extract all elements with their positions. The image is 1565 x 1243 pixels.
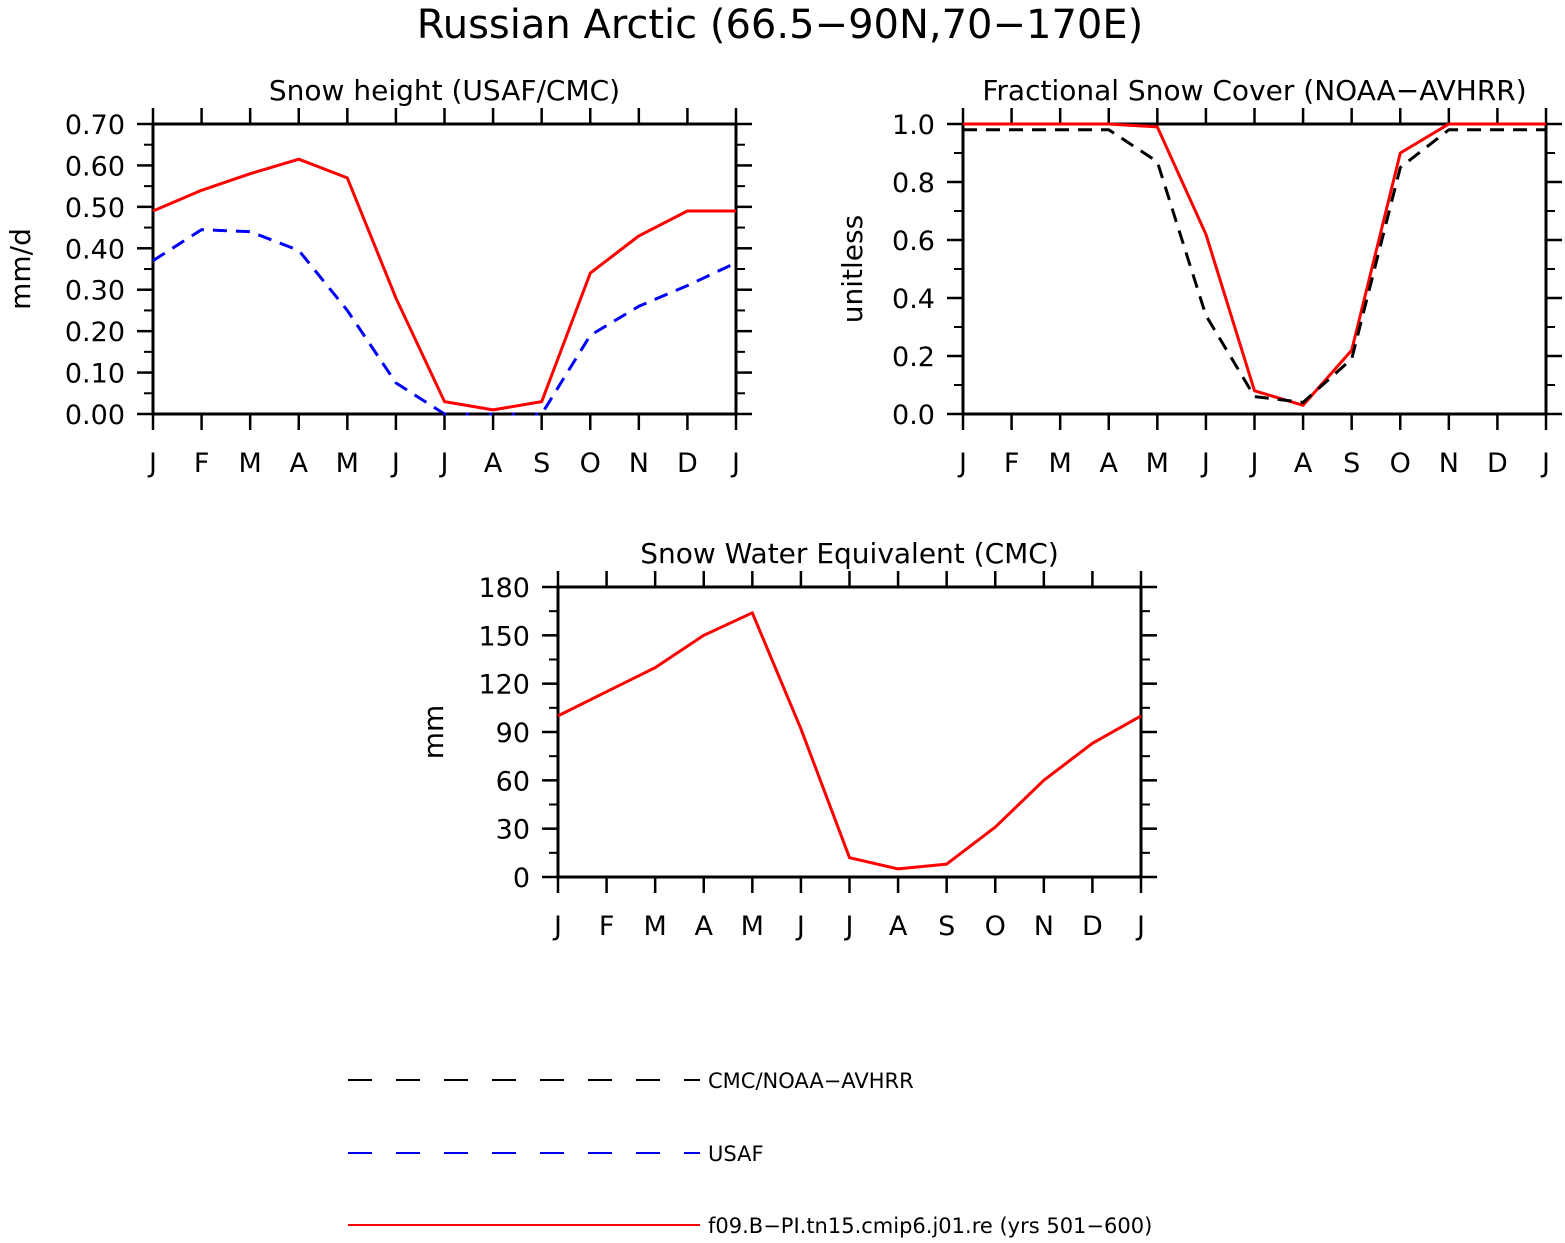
chart-title: Fractional Snow Cover (NOAA−AVHRR) (982, 74, 1526, 107)
x-tick-label: F (599, 911, 615, 942)
y-tick-label: 0.50 (65, 193, 125, 224)
chart-panel-1: Snow height (USAF/CMC)mm/dJ F M A M J J A S O N D J0… (4, 74, 752, 479)
x-tick-label: J (730, 448, 740, 479)
series-line-model (963, 122, 1546, 407)
x-tick-label: F (194, 448, 210, 479)
y-axis-label: unitless (836, 215, 869, 323)
x-tick-label: F (1004, 448, 1020, 479)
y-axis-label: mm/d (4, 228, 37, 310)
x-tick-label: J (844, 911, 854, 942)
x-tick-label: M (644, 911, 667, 942)
legend-entry-1: CMC/NOAA−AVHRR (348, 1069, 914, 1093)
y-tick-label: 0.4 (892, 284, 935, 315)
y-tick-label: 0.10 (65, 359, 125, 390)
series-line-cmc (963, 128, 1546, 404)
y-tick-label: 0.0 (892, 400, 935, 431)
x-tick-label: M (239, 448, 262, 479)
y-tick-label: 0.20 (65, 317, 125, 348)
x-tick-label: J (390, 448, 400, 479)
y-tick-label: 0.70 (65, 110, 125, 141)
x-tick-label: D (677, 448, 698, 479)
y-tick-label: 0.60 (65, 151, 125, 182)
x-tick-label: J (795, 911, 805, 942)
series-line-model (152, 157, 736, 412)
charts: Snow height (USAF/CMC)mm/dJ F M A M J J A S O N D J0… (4, 74, 1562, 942)
x-tick-label: J (1200, 448, 1210, 479)
series-line-usaf (152, 228, 737, 416)
chart-panel-2: Fractional Snow Cover (NOAA−AVHRR) unitle… (836, 74, 1562, 479)
legend: CMC/NOAA−AVHRR USAF f09.B−PI.tn15.cmip6.j0… (348, 1069, 1152, 1238)
x-tick-label: S (1343, 448, 1360, 479)
y-tick-label: 150 (478, 621, 530, 652)
y-tick-label: 120 (478, 670, 530, 701)
chart-panel-3: Snow Water Equivalent (CMC)mmJ F M A M J J A S O N… (417, 537, 1157, 942)
x-tick-label: A (695, 911, 714, 942)
x-tick-label: D (1082, 911, 1103, 942)
y-tick-label: 90 (496, 718, 530, 749)
x-tick-label: M (741, 911, 764, 942)
x-tick-label: S (533, 448, 550, 479)
chart-title: Snow Water Equivalent (CMC) (640, 537, 1059, 570)
x-tick-label: M (336, 448, 359, 479)
x-tick-label: M (1049, 448, 1072, 479)
x-tick-label: O (1390, 448, 1411, 479)
x-tick-label: A (889, 911, 908, 942)
plot-frame (961, 122, 1548, 416)
y-tick-label: 0.8 (892, 168, 935, 199)
page-title: Russian Arctic (66.5−90N,70−170E) (417, 2, 1144, 48)
x-tick-label: N (1034, 911, 1054, 942)
chart-title: Snow height (USAF/CMC) (269, 74, 620, 107)
y-tick-label: 0.2 (892, 342, 935, 373)
x-tick-label: O (580, 448, 601, 479)
x-tick-label: A (1294, 448, 1313, 479)
x-tick-label: N (629, 448, 649, 479)
x-tick-label: A (290, 448, 309, 479)
x-tick-label: J (147, 448, 157, 479)
y-tick-label: 1.0 (892, 110, 935, 141)
series-line-model (557, 611, 1142, 871)
x-tick-label: A (1100, 448, 1119, 479)
legend-entry-2: USAF (348, 1142, 764, 1166)
x-tick-label: J (1249, 448, 1259, 479)
x-tick-label: A (484, 448, 503, 479)
x-tick-label: O (985, 911, 1006, 942)
x-tick-label: J (552, 911, 562, 942)
legend-entry-3: f09.B−PI.tn15.cmip6.j01.re (yrs 501−600) (348, 1214, 1152, 1238)
y-tick-label: 0 (513, 863, 530, 894)
x-tick-label: J (1540, 448, 1550, 479)
plot-frame (151, 122, 738, 416)
y-tick-label: 0.6 (892, 226, 935, 257)
x-tick-label: J (957, 448, 967, 479)
x-tick-label: N (1439, 448, 1459, 479)
y-tick-label: 180 (478, 573, 530, 604)
y-axis-label: mm (417, 705, 450, 760)
legend-label: f09.B−PI.tn15.cmip6.j01.re (yrs 501−600) (708, 1214, 1152, 1238)
y-tick-label: 0.40 (65, 234, 125, 265)
legend-label: USAF (708, 1142, 764, 1166)
y-tick-label: 30 (496, 815, 530, 846)
x-tick-label: D (1487, 448, 1508, 479)
x-tick-label: S (938, 911, 955, 942)
legend-label: CMC/NOAA−AVHRR (708, 1069, 914, 1093)
x-tick-label: M (1146, 448, 1169, 479)
y-tick-label: 0.00 (65, 400, 125, 431)
plot-frame (556, 585, 1143, 879)
y-tick-label: 60 (496, 766, 530, 797)
x-tick-label: J (1135, 911, 1145, 942)
x-tick-label: J (439, 448, 449, 479)
y-tick-label: 0.30 (65, 276, 125, 307)
